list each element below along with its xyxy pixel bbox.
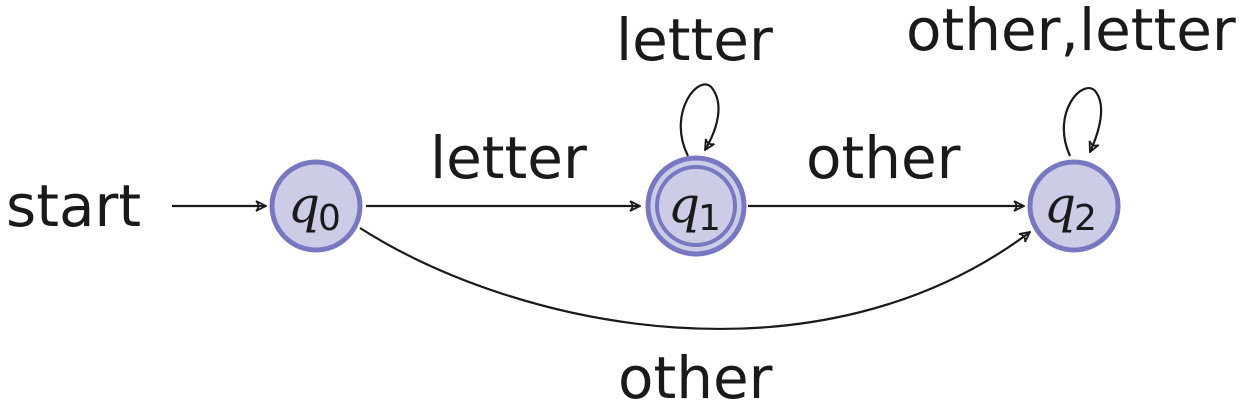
state-q1-name: q [668, 176, 700, 234]
state-q1-outer-circle [645, 155, 747, 257]
state-q0-name: q [288, 176, 320, 234]
start-label: start [6, 172, 141, 240]
state-q2-circle [1027, 159, 1121, 253]
edge-label-q1-loop: letter [616, 6, 773, 74]
edge-label-q1-q2: other [806, 124, 961, 192]
edge-q1-loop [679, 83, 720, 157]
edge-label-q0-q2: other [618, 344, 773, 412]
state-q2-subscript: 2 [1074, 198, 1097, 239]
state-q2-name: q [1044, 176, 1076, 234]
state-q0-circle [269, 159, 363, 253]
state-q1-inner-circle [655, 165, 737, 247]
state-q2: q 2 [1027, 159, 1121, 253]
edge-q2-loop [1062, 87, 1103, 157]
state-q1-subscript: 1 [698, 198, 721, 239]
edge-label-q2-loop: other,letter [906, 0, 1236, 64]
edge-q0-q2 [359, 227, 1030, 330]
state-q1: q 1 [645, 155, 747, 257]
state-q0-subscript: 0 [318, 198, 341, 239]
state-q0: q 0 [269, 159, 363, 253]
edge-label-q0-q1: letter [430, 124, 587, 192]
